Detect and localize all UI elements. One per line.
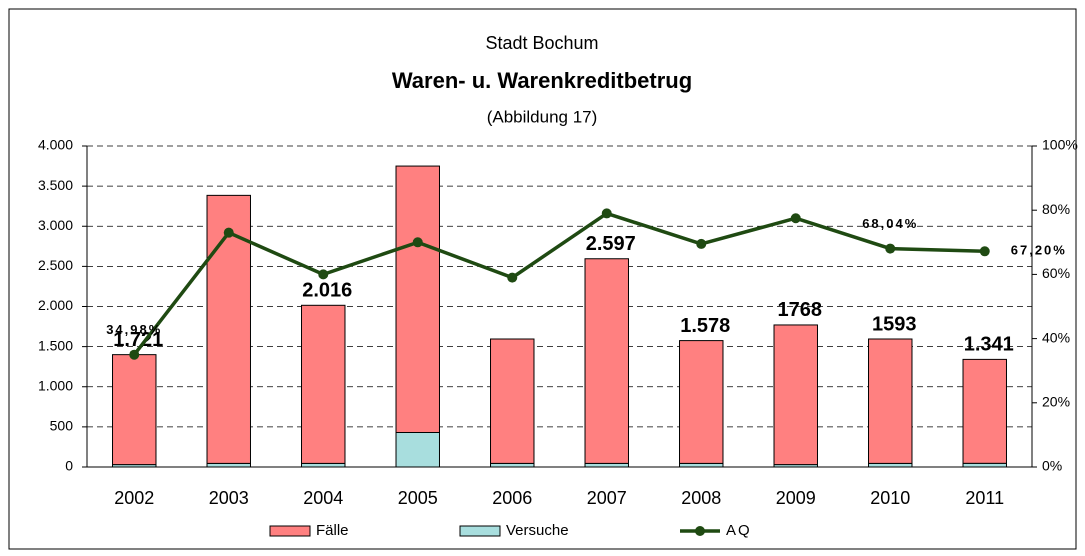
y-tick-label: 3.000 [38,217,73,233]
chart-title: Waren- u. Warenkreditbetrug [392,68,692,93]
total-label: 1.341 [964,334,1014,356]
line-marker [507,272,518,283]
line [132,211,985,356]
chart-supertitle: Stadt Bochum [485,33,598,53]
total-label: 2.016 [302,280,352,302]
bar [868,462,913,468]
line-marker [318,269,329,280]
line-marker [979,246,990,257]
line-label: 67,20% [1011,243,1067,258]
bar [112,354,157,466]
legend-swatch [459,525,501,537]
chart-subtitle: (Abbildung 17) [487,107,598,126]
legend-label: Fälle [316,522,349,539]
bar [206,462,251,468]
bar [962,358,1007,464]
y2-tick-label: 80% [1042,201,1070,217]
x-tick-label: 2009 [776,488,816,508]
total-label: 1768 [778,299,823,321]
bar [301,462,346,468]
line-marker [790,213,801,224]
line-marker [601,208,612,219]
y-tick-label: 2.000 [38,297,73,313]
x-tick-label: 2008 [681,488,721,508]
y-tick-label: 3.500 [38,177,73,193]
total-label: 1.578 [680,315,730,337]
y-tick-label: 4.000 [38,137,73,153]
bar [584,258,629,464]
legend-label: AQ [726,522,752,539]
total-label: 2.597 [586,233,636,255]
bar [490,462,535,468]
bar [584,462,629,468]
bar [962,462,1007,468]
x-tick-label: 2006 [492,488,532,508]
bar [773,324,818,466]
y-tick-label: 1.500 [38,337,73,353]
bar [679,340,724,464]
y-tick-label: 500 [50,418,74,434]
y-tick-label: 0 [65,458,73,474]
bar [395,431,440,468]
x-tick-label: 2005 [398,488,438,508]
x-tick-label: 2010 [870,488,910,508]
bar [490,338,535,464]
bar [679,462,724,468]
x-tick-label: 2011 [965,488,1004,508]
bar [868,338,913,464]
y2-tick-label: 100% [1042,137,1078,153]
legend-swatch [269,525,311,537]
y-tick-label: 2.500 [38,257,73,273]
x-tick-label: 2002 [114,488,154,508]
x-tick-label: 2003 [209,488,249,508]
line-marker [223,227,234,238]
bar [301,304,346,464]
line-marker [696,238,707,249]
y-tick-label: 1.000 [38,377,73,393]
y2-tick-label: 60% [1042,265,1070,281]
y2-tick-label: 40% [1042,329,1070,345]
line-label: 34,98% [106,322,162,337]
y2-tick-label: 20% [1042,394,1070,410]
line-marker [412,237,423,248]
line-marker [885,243,896,254]
y2-tick-label: 0% [1042,458,1062,474]
legend-marker [695,526,705,536]
legend-label: Versuche [506,522,569,539]
line-marker [129,349,140,360]
x-tick-label: 2004 [303,488,343,508]
total-label: 1593 [872,313,917,335]
line-label: 68,04% [862,216,918,231]
x-tick-label: 2007 [587,488,627,508]
bar [395,165,440,433]
